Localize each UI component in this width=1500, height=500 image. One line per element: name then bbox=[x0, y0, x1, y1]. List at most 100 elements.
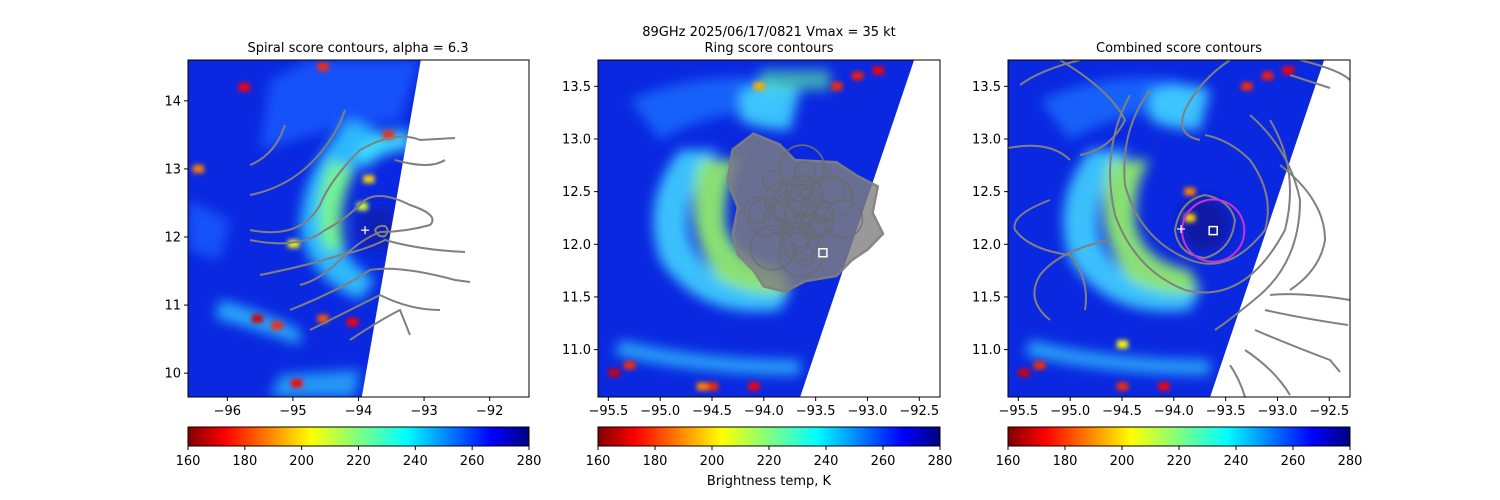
warm-spot bbox=[192, 164, 204, 173]
spiral-score-contours bbox=[249, 109, 471, 341]
colorbar-tick-label: 280 bbox=[517, 454, 542, 469]
colorbar-tick-label: 200 bbox=[700, 454, 725, 469]
y-tick-label: 13.5 bbox=[562, 80, 591, 95]
colorbar-label: Brightness temp, K bbox=[707, 474, 832, 489]
colorbar-tick-label: 180 bbox=[232, 454, 257, 469]
warm-spot bbox=[1241, 82, 1253, 91]
ring-contour bbox=[793, 245, 815, 267]
ring-best-center-marker bbox=[818, 247, 828, 258]
colorbar-tick-label: 160 bbox=[176, 454, 201, 469]
ring-contour bbox=[784, 195, 818, 230]
warm-spot bbox=[317, 62, 329, 71]
colorbar-tick-label: 220 bbox=[346, 454, 371, 469]
panel-title-spiral: Spiral score contours, alpha = 6.3 bbox=[247, 41, 468, 56]
warm-spot bbox=[291, 379, 303, 388]
warm-spot bbox=[1117, 382, 1128, 391]
colorbar bbox=[187, 426, 530, 447]
x-tick-label: −93 bbox=[410, 404, 437, 419]
x-tick-label: −93.5 bbox=[796, 404, 836, 419]
warm-spot bbox=[1282, 66, 1294, 75]
colorbar-tick-label: 160 bbox=[996, 454, 1021, 469]
ring-contour bbox=[798, 213, 827, 241]
colorbar-tick-label: 240 bbox=[1224, 454, 1249, 469]
panel-combined: −95.5 −95.0 −94.5 −94.0 −93.5 −93.0 −92.5 11.0 1… bbox=[972, 59, 1363, 469]
x-tick-label: −94.0 bbox=[1154, 404, 1194, 419]
warm-spot bbox=[624, 361, 636, 370]
colorbar-tick-label: 280 bbox=[928, 454, 953, 469]
y-tick-label: 14 bbox=[164, 94, 181, 109]
x-tick-label: −94 bbox=[345, 404, 372, 419]
x-tick-label: −95.0 bbox=[640, 404, 680, 419]
x-tick-label: −95.5 bbox=[588, 404, 628, 419]
x-tick-label: −96 bbox=[214, 404, 241, 419]
combined-score-contours bbox=[1008, 60, 1350, 397]
suptitle: 89GHz 2025/06/17/0821 Vmax = 35 kt bbox=[642, 25, 896, 40]
colorbar-tick-label: 180 bbox=[643, 454, 668, 469]
colorbar-tick-label: 200 bbox=[1110, 454, 1135, 469]
x-tick-label: −93.0 bbox=[848, 404, 888, 419]
ring-contour bbox=[749, 224, 796, 271]
warm-spot bbox=[356, 202, 368, 211]
colorbar-tick-label: 260 bbox=[871, 454, 896, 469]
warm-spot bbox=[363, 175, 375, 184]
warm-spot bbox=[831, 82, 843, 91]
warm-spot bbox=[872, 66, 884, 75]
ring-score-contours bbox=[726, 132, 885, 294]
y-tick-label: 13.0 bbox=[562, 132, 591, 147]
y-tick-label: 10 bbox=[164, 367, 181, 382]
warm-spot bbox=[707, 382, 718, 391]
colorbar-tick-label: 240 bbox=[814, 454, 839, 469]
warm-spot bbox=[238, 83, 250, 92]
x-tick-label: −95.0 bbox=[1050, 404, 1090, 419]
combined-spiral-center-marker bbox=[1177, 225, 1185, 233]
panel-title-ring: Ring score contours bbox=[704, 41, 833, 56]
ring-contour bbox=[793, 160, 816, 183]
y-tick-label: 12 bbox=[164, 231, 181, 246]
ring-contour bbox=[761, 169, 784, 192]
y-tick-label: 11.5 bbox=[562, 290, 591, 305]
warm-spot bbox=[852, 71, 864, 80]
y-tick-label: 11.0 bbox=[972, 343, 1001, 358]
warm-spot bbox=[1184, 187, 1196, 196]
warm-spot bbox=[1018, 368, 1030, 377]
warm-spot bbox=[1034, 361, 1046, 370]
y-tick-label: 13.0 bbox=[972, 132, 1001, 147]
x-tick-label: −95 bbox=[279, 404, 306, 419]
colorbar-tick-label: 280 bbox=[1338, 454, 1363, 469]
x-tick-label: −94.5 bbox=[1102, 404, 1142, 419]
warm-spot bbox=[287, 239, 299, 248]
colorbar-tick-label: 160 bbox=[586, 454, 611, 469]
combined-center-marker bbox=[1208, 225, 1218, 236]
y-tick-label: 13.5 bbox=[972, 80, 1001, 95]
ring-contour bbox=[779, 144, 825, 190]
x-tick-label: −92.5 bbox=[899, 404, 939, 419]
warm-spot bbox=[748, 382, 760, 391]
spiral-swath-blank bbox=[361, 60, 529, 397]
y-tick-label: 11.5 bbox=[972, 290, 1001, 305]
spiral-center-marker bbox=[361, 226, 370, 235]
colorbar-tick-label: 220 bbox=[757, 454, 782, 469]
warm-spot bbox=[317, 314, 329, 323]
y-tick-label: 12.5 bbox=[972, 185, 1001, 200]
combined-fit-circle bbox=[1181, 198, 1246, 263]
y-tick-label: 12.5 bbox=[562, 185, 591, 200]
colorbar bbox=[1007, 426, 1351, 447]
ring-axes-frame bbox=[597, 59, 941, 398]
warm-spot bbox=[383, 130, 395, 139]
colorbar-tick-label: 200 bbox=[289, 454, 314, 469]
warm-spot bbox=[1117, 340, 1128, 349]
x-tick-label: −92.5 bbox=[1309, 404, 1349, 419]
panel-ring: −95.5 −95.0 −94.5 −94.0 −93.5 −93.0 −92.5 11.0 1… bbox=[562, 59, 953, 469]
x-tick-label: −93.0 bbox=[1258, 404, 1298, 419]
warm-spot bbox=[346, 318, 358, 327]
panel-spiral: −96 −95 −94 −93 −92 10 11 12 13 14 160 180 200 220 24… bbox=[164, 59, 542, 469]
x-tick-label: −95.5 bbox=[998, 404, 1038, 419]
combined-axes-frame bbox=[1007, 59, 1351, 398]
y-tick-label: 12.0 bbox=[972, 238, 1001, 253]
warm-spot bbox=[753, 82, 765, 91]
ring-contour bbox=[808, 214, 830, 237]
panel-title-combined: Combined score contours bbox=[1096, 41, 1262, 56]
x-tick-label: −92 bbox=[476, 404, 503, 419]
y-tick-label: 11 bbox=[164, 299, 181, 314]
